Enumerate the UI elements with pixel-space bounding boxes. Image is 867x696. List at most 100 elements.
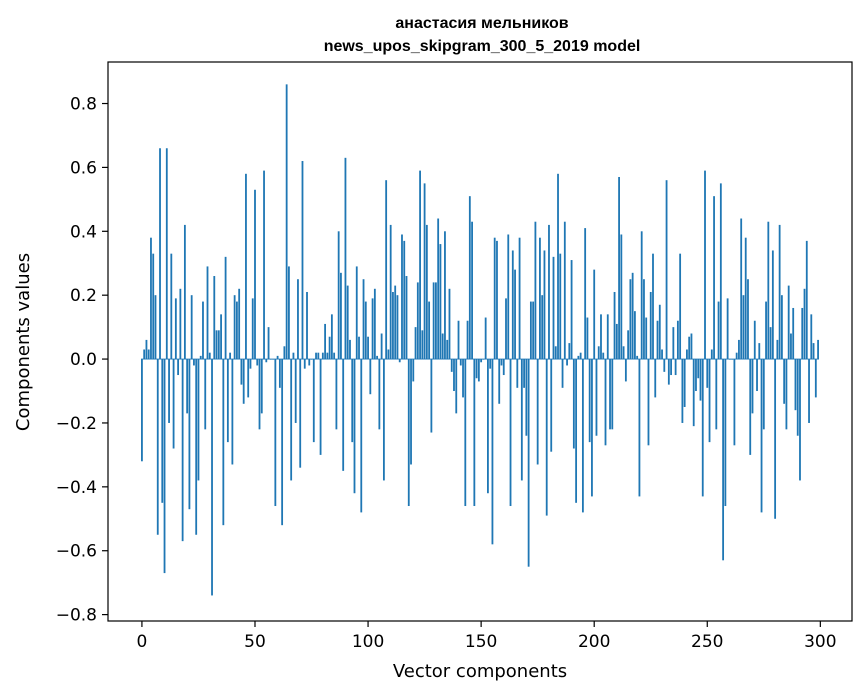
bar: [165, 148, 168, 360]
bar: [245, 173, 247, 360]
bar: [233, 295, 236, 360]
bar: [618, 176, 620, 360]
bar: [563, 221, 566, 360]
bar: [688, 336, 691, 360]
bar: [213, 276, 216, 360]
bar: [695, 359, 697, 392]
bar: [401, 234, 403, 360]
bar: [808, 359, 810, 423]
bar: [457, 320, 460, 360]
bar: [692, 359, 695, 427]
bar: [330, 314, 333, 360]
bar: [765, 301, 767, 360]
bar: [249, 359, 252, 369]
bar: [518, 237, 521, 360]
bar: [620, 234, 623, 360]
bar: [672, 327, 675, 360]
bar: [206, 266, 209, 360]
bar: [181, 359, 184, 542]
bar: [346, 285, 349, 360]
bar: [459, 359, 462, 366]
y-tick-label: 0.4: [70, 222, 97, 242]
y-tick-label: −0.4: [56, 478, 97, 498]
bar: [491, 359, 494, 545]
bar: [790, 333, 792, 360]
bar: [360, 359, 363, 513]
bar: [552, 256, 555, 360]
bar: [220, 314, 222, 360]
bar: [674, 359, 677, 376]
bar: [278, 359, 281, 388]
bar: [575, 359, 578, 503]
bar: [312, 359, 315, 443]
bar: [425, 224, 428, 360]
bar: [527, 359, 530, 567]
bar: [740, 218, 743, 360]
bar: [516, 359, 519, 388]
bar: [541, 295, 544, 360]
bar: [147, 349, 150, 360]
bar: [523, 359, 525, 388]
bar: [774, 359, 777, 519]
bar: [511, 250, 514, 360]
bar: [742, 295, 745, 360]
bar: [315, 352, 317, 360]
y-tick-label: 0.6: [70, 158, 97, 178]
bar: [634, 311, 636, 360]
y-tick-label: −0.2: [56, 414, 97, 434]
bar: [794, 359, 797, 411]
bar: [514, 269, 516, 360]
bar: [446, 339, 449, 360]
bar: [468, 196, 471, 360]
bar: [539, 237, 541, 360]
bar: [437, 218, 440, 360]
bar: [208, 352, 211, 360]
bar: [722, 359, 725, 561]
bar: [776, 339, 779, 360]
bar: [629, 279, 632, 360]
bar: [435, 282, 437, 360]
bar: [256, 359, 259, 366]
bar: [161, 359, 164, 503]
bar: [464, 359, 467, 507]
bar: [579, 352, 582, 360]
bar: [179, 288, 182, 360]
bar: [654, 359, 657, 398]
bar: [154, 295, 157, 360]
bar: [509, 359, 512, 507]
bar: [498, 359, 501, 404]
bar: [274, 359, 277, 507]
bar: [769, 327, 772, 360]
bar: [525, 359, 528, 436]
bar: [382, 359, 385, 481]
bar: [229, 352, 232, 360]
bar: [263, 170, 265, 360]
bar: [805, 240, 808, 360]
bar: [758, 343, 761, 360]
bar: [349, 339, 351, 360]
bar: [444, 231, 446, 360]
bar: [706, 359, 709, 388]
x-tick-label: 100: [352, 632, 384, 652]
bar: [584, 228, 587, 360]
bar: [405, 276, 408, 360]
bar: [738, 339, 740, 360]
bar: [756, 359, 758, 392]
bar: [643, 279, 645, 360]
bar: [572, 359, 575, 449]
bar: [500, 359, 503, 366]
bar: [333, 352, 336, 360]
bar: [602, 352, 605, 360]
bar: [686, 349, 688, 360]
bar: [561, 359, 564, 388]
bar: [419, 170, 421, 360]
chart-title: анастасия мельников: [395, 15, 568, 32]
y-tick-label: 0.0: [70, 350, 97, 370]
bar: [489, 359, 492, 369]
bar: [554, 346, 557, 360]
bar: [240, 359, 243, 385]
bar: [636, 355, 639, 360]
bar: [627, 330, 630, 360]
bar: [717, 301, 720, 360]
bar: [159, 148, 161, 360]
